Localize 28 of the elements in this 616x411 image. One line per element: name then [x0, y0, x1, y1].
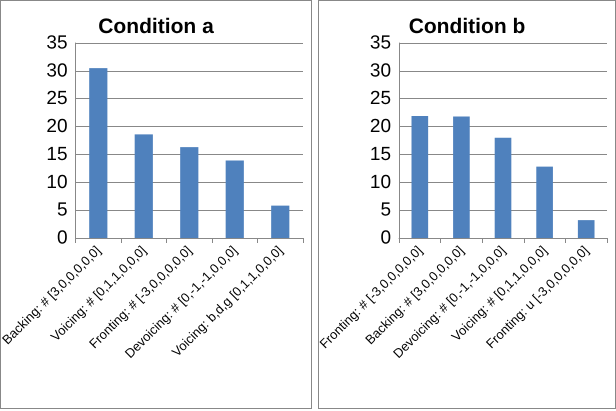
y-tick-label: 20	[46, 116, 68, 138]
bar	[180, 147, 198, 238]
chart-title: Condition b	[408, 15, 526, 38]
y-tick-label: 35	[46, 32, 68, 54]
y-tick-label: 15	[46, 144, 68, 165]
bar	[412, 116, 428, 238]
bar	[226, 160, 244, 238]
chart-title: Condition a	[98, 15, 214, 38]
y-tick-label: 10	[370, 172, 392, 193]
bar	[89, 68, 108, 238]
y-tick-label: 25	[46, 88, 68, 110]
bar	[453, 116, 470, 238]
y-tick-label: 30	[46, 60, 68, 82]
y-tick-label: 5	[56, 200, 68, 221]
bar	[134, 134, 153, 238]
y-tick-label: 35	[370, 32, 392, 54]
y-tick-label: 0	[380, 228, 392, 248]
y-tick-label: 30	[370, 60, 392, 82]
y-tick-label: 25	[370, 88, 392, 110]
y-tick-label: 5	[380, 200, 392, 221]
y-tick-label: 15	[370, 144, 392, 165]
y-tick-label: 20	[370, 116, 392, 138]
bar	[271, 206, 290, 238]
bar	[494, 138, 512, 238]
bar	[578, 220, 595, 238]
y-tick-label: 0	[56, 228, 68, 248]
y-tick-label: 10	[46, 172, 68, 193]
bar	[536, 166, 553, 238]
